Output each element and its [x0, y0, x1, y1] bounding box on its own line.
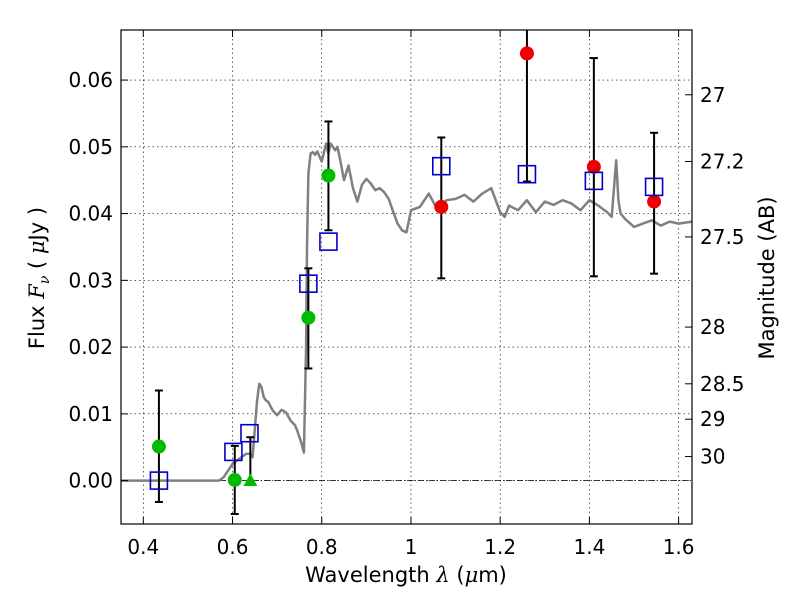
x-axis-label-post: m)	[478, 563, 507, 587]
x-tick-label: 1.6	[663, 535, 695, 559]
model-point	[240, 423, 259, 443]
marker-layer	[149, 46, 664, 490]
right-tick-label: 27.2	[700, 150, 745, 174]
x-axis-label: Wavelength λ (μm)	[305, 563, 507, 587]
x-tick-label: 0.4	[127, 535, 159, 559]
x-axis-label-mu: μ	[465, 563, 479, 587]
y-tick-label: 0.01	[68, 402, 113, 426]
red-point	[434, 199, 449, 214]
right-tick-label: 27.5	[700, 225, 745, 249]
red-point	[586, 159, 601, 174]
green-point	[301, 310, 316, 325]
y-axis-label: Flux Fν ( μJy )	[25, 207, 53, 349]
model-point	[517, 164, 537, 184]
model-point	[431, 156, 451, 176]
y-tick-label: 0.06	[68, 68, 113, 92]
x-tick-label: 0.8	[306, 535, 338, 559]
model-point	[319, 232, 338, 251]
x-tick-label: 1	[405, 535, 418, 559]
y-tick-label: 0.04	[68, 202, 113, 226]
model-point	[584, 171, 604, 191]
y-tick-label: 0.02	[68, 335, 113, 359]
red-point	[647, 194, 662, 209]
model-point	[299, 274, 318, 293]
y-axis-label-pre: Flux	[25, 299, 49, 349]
right-tick-label: 29	[700, 407, 725, 431]
model-point	[224, 442, 243, 462]
y-axis-label-post: Jy )	[25, 207, 49, 243]
x-tick-label: 1.2	[484, 535, 516, 559]
green-point	[227, 472, 242, 487]
y-axis-label-mu: μ	[25, 240, 49, 254]
plot-frame	[120, 29, 693, 525]
green-point	[321, 168, 336, 183]
x-axis-label-lambda: λ	[435, 563, 449, 587]
x-tick-label: 1.4	[573, 535, 605, 559]
green-point	[151, 439, 166, 454]
right-tick-label: 27	[700, 83, 725, 107]
red-point	[519, 46, 534, 61]
model-point	[149, 471, 169, 490]
y-tick-label: 0.03	[68, 268, 113, 292]
spectrum-line	[121, 142, 693, 482]
x-axis-label-mid: (	[450, 563, 465, 587]
y-axis-label-mid: (	[25, 254, 49, 276]
tick-layer: 0.4 0.6 0.8 1 1.2 1.4 1.6 0.00 0.01 0.02 0.03 0.04 0…	[68, 30, 745, 559]
right-axis-label: Magnitude (AB)	[755, 196, 779, 359]
model-point	[644, 177, 664, 197]
right-tick-label: 28.5	[700, 372, 745, 396]
y-axis-label-f: F	[25, 283, 49, 300]
x-axis-label-pre: Wavelength	[305, 563, 436, 587]
x-tick-label: 0.6	[217, 535, 249, 559]
y-axis-label-nu: ν	[37, 275, 53, 284]
y-tick-label: 0.05	[68, 135, 113, 159]
right-tick-label: 30	[700, 445, 725, 469]
green-limit-point	[243, 473, 258, 487]
right-tick-label: 28	[700, 315, 725, 339]
y-tick-label: 0.00	[68, 469, 113, 493]
